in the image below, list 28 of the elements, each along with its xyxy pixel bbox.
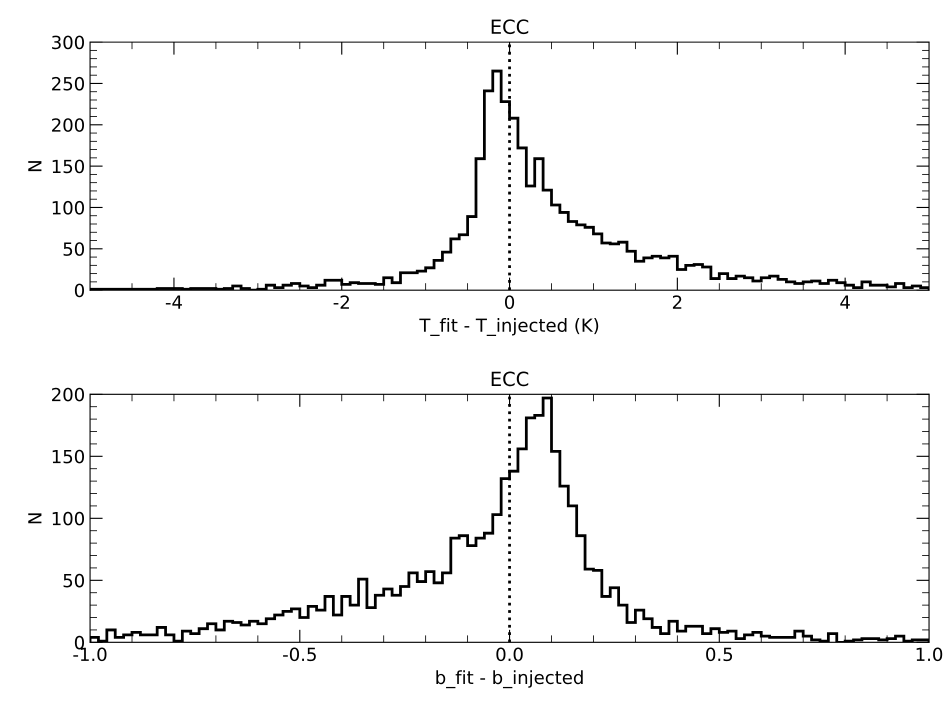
x-tick-label: -1.0 (73, 648, 106, 662)
x-tick-label: -2 (334, 295, 349, 309)
x-tick-label: 2 (672, 295, 682, 309)
y-tick-label: 200 (52, 388, 84, 402)
y-tick-label: 0 (74, 284, 84, 298)
x-tick-label: 0.0 (496, 648, 523, 662)
y-axis-title: N (28, 161, 42, 172)
y-tick-label: 300 (52, 36, 84, 50)
x-tick-label: -0.5 (283, 648, 316, 662)
x-tick-label: 0.5 (706, 648, 732, 662)
x-tick-label: -4 (166, 296, 182, 309)
chart-title: ECC (492, 372, 528, 386)
y-tick-label: 100 (52, 200, 84, 215)
x-tick-label: 1.0 (916, 648, 942, 662)
y-tick-label: 0 (74, 636, 84, 650)
y-tick-label: 50 (64, 574, 84, 588)
x-tick-label: 0 (504, 295, 514, 309)
x-tick-label: 4 (840, 296, 850, 309)
x-axis-title: b_fit - b_injected (436, 670, 583, 688)
y-tick-label: 200 (52, 118, 84, 132)
y-tick-label: 50 (64, 242, 84, 256)
y-tick-label: 100 (52, 512, 84, 526)
y-tick-label: 150 (52, 160, 84, 174)
chart-title: ECC (492, 19, 528, 34)
y-tick-label: 250 (52, 76, 84, 91)
y-tick-label: 150 (52, 450, 84, 464)
x-axis-title: T_fit - T_injected (K) (419, 318, 598, 336)
y-axis-title: N (28, 513, 42, 524)
